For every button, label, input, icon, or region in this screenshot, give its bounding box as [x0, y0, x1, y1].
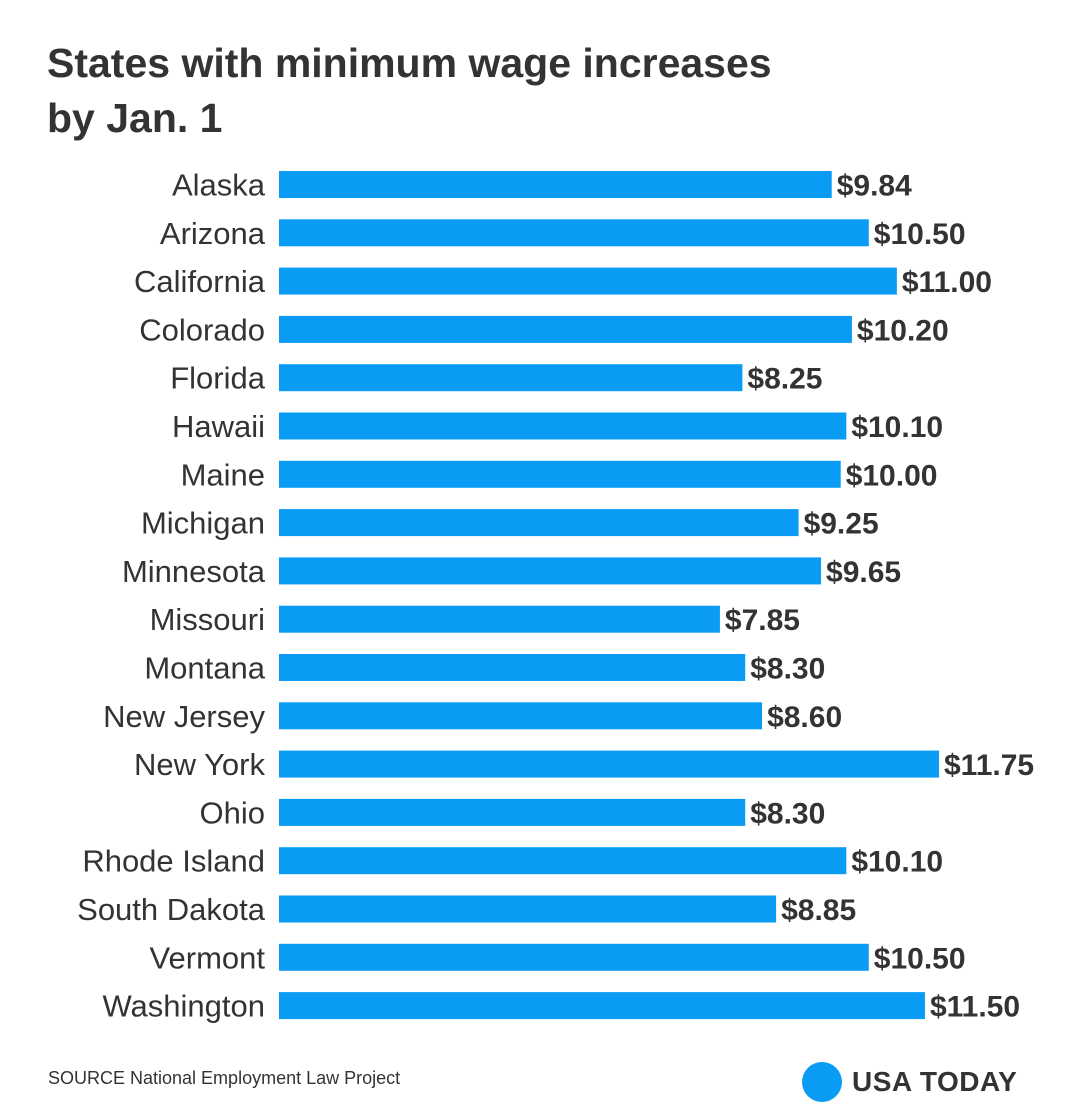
bar-florida [279, 364, 743, 392]
value-label-vermont: $10.50 [874, 942, 966, 975]
bar-new-york [279, 750, 939, 778]
bar-vermont [279, 943, 869, 971]
value-label-alaska: $9.84 [837, 170, 912, 203]
value-label-missouri: $7.85 [725, 604, 800, 637]
bar-new-jersey [279, 702, 763, 730]
value-label-washington: $11.50 [930, 991, 1020, 1024]
category-label-ohio: Ohio [200, 795, 265, 830]
value-label-ohio: $8.30 [750, 797, 825, 830]
value-label-montana: $8.30 [750, 653, 825, 686]
value-label-california: $11.00 [902, 266, 992, 299]
chart-title-line-1: States with minimum wage increases [47, 40, 772, 86]
chart-title: States with minimum wage increases by Ja… [47, 36, 1047, 146]
bar-rhode-island [279, 847, 847, 875]
source-note: SOURCE National Employment Law Project [48, 1068, 401, 1088]
bar-washington [279, 992, 925, 1020]
chart-title-line-2: by Jan. 1 [47, 95, 223, 141]
brand-logo: USA TODAY [802, 1062, 1017, 1102]
category-label-maine: Maine [181, 457, 265, 492]
value-label-minnesota: $9.65 [826, 556, 901, 589]
value-label-hawaii: $10.10 [851, 411, 943, 444]
bar-maine [279, 460, 841, 488]
category-label-rhode-island: Rhode Island [82, 844, 265, 879]
category-label-hawaii: Hawaii [172, 409, 265, 444]
category-label-minnesota: Minnesota [122, 554, 266, 589]
category-label-missouri: Missouri [150, 602, 265, 637]
category-label-florida: Florida [170, 361, 266, 396]
bar-arizona [279, 219, 869, 247]
category-label-new-jersey: New Jersey [103, 699, 265, 734]
value-label-new-jersey: $8.60 [767, 701, 842, 734]
value-label-south-dakota: $8.85 [781, 894, 856, 927]
bar-missouri [279, 605, 720, 633]
bar-hawaii [279, 412, 847, 440]
category-label-montana: Montana [144, 651, 265, 686]
value-label-colorado: $10.20 [857, 314, 949, 347]
bar-alaska [279, 171, 832, 198]
value-label-michigan: $9.25 [804, 508, 879, 541]
category-label-vermont: Vermont [150, 940, 266, 975]
value-label-maine: $10.00 [846, 459, 938, 492]
value-label-rhode-island: $10.10 [851, 846, 943, 879]
bar-south-dakota [279, 895, 777, 923]
bar-minnesota [279, 557, 822, 585]
bar-montana [279, 654, 746, 681]
brand-name: USA TODAY [852, 1066, 1018, 1097]
bar-california [279, 267, 897, 295]
category-label-alaska: Alaska [172, 168, 266, 203]
bar-michigan [279, 509, 799, 537]
category-label-new-york: New York [134, 747, 265, 782]
category-label-arizona: Arizona [160, 216, 266, 251]
category-label-michigan: Michigan [141, 506, 265, 541]
brand-dot-icon [802, 1062, 842, 1102]
value-label-arizona: $10.50 [874, 218, 966, 251]
category-label-colorado: Colorado [139, 312, 265, 347]
bar-ohio [279, 798, 746, 826]
category-label-washington: Washington [102, 989, 265, 1024]
value-label-new-york: $11.75 [944, 749, 1034, 782]
value-label-florida: $8.25 [747, 363, 822, 396]
category-label-south-dakota: South Dakota [77, 892, 266, 927]
bar-colorado [279, 315, 852, 343]
category-label-california: California [134, 264, 266, 299]
